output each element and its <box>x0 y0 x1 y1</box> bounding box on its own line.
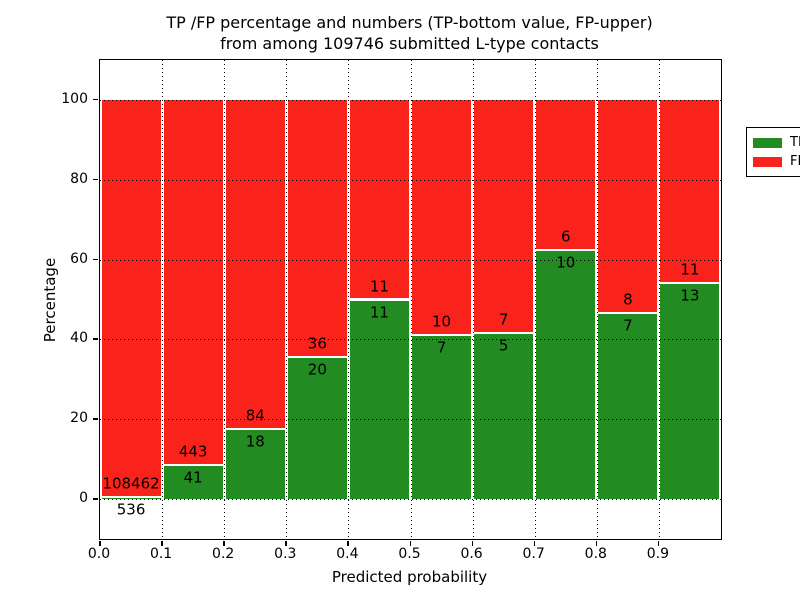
fp-bar-segment <box>163 99 223 466</box>
fp-count-label: 443 <box>178 442 208 461</box>
y-tick-mark <box>93 178 98 181</box>
x-tick-mark <box>533 540 536 546</box>
x-tick-label: 0.2 <box>212 546 235 562</box>
tp-count-label: 7 <box>436 338 447 357</box>
y-tick-label: 0 <box>79 490 88 507</box>
tp-count-label: 5 <box>498 336 509 355</box>
x-tick-label: 0.4 <box>336 546 359 562</box>
tp-count-label: 13 <box>680 286 700 305</box>
x-tick-mark <box>471 540 474 546</box>
vertical-gridline <box>348 60 350 539</box>
fp-count-label: 6 <box>560 227 571 246</box>
x-tick-mark <box>99 540 101 546</box>
legend-entry-tp: TP <box>753 133 800 152</box>
fp-bar-segment <box>412 99 472 335</box>
x-tick-mark <box>223 540 225 546</box>
fp-bar-segment <box>660 99 720 283</box>
x-tick-mark <box>657 540 660 546</box>
tp-bar-segment <box>660 282 720 500</box>
tp-bar-segment <box>474 332 534 500</box>
fp-count-label: 7 <box>498 310 509 329</box>
fp-bar-segment <box>474 99 534 333</box>
tp-count-label: 7 <box>623 316 633 335</box>
y-tick-mark <box>93 338 98 340</box>
tp-bar-segment <box>349 299 409 500</box>
x-tick-label: 0.5 <box>398 546 421 562</box>
x-tick-label: 0.6 <box>460 546 483 562</box>
x-tick-mark <box>285 540 287 546</box>
vertical-gridline <box>410 60 412 539</box>
y-tick-mark <box>93 98 98 101</box>
fp-count-label: 11 <box>680 260 700 279</box>
x-tick-label: 0.9 <box>646 546 670 562</box>
chart-title-line2: from among 109746 submitted L-type conta… <box>220 34 599 53</box>
vertical-gridline <box>534 60 536 539</box>
tp-bar-segment <box>101 497 161 500</box>
x-tick-label: 0.7 <box>522 546 545 562</box>
tp-count-label: 41 <box>183 468 203 487</box>
vertical-gridline <box>472 60 474 539</box>
vertical-gridline <box>162 60 164 539</box>
fp-bar-segment <box>349 99 409 300</box>
tp-bar-segment <box>287 356 347 500</box>
x-tick-label: 0.0 <box>87 546 111 562</box>
y-tick-mark <box>93 418 98 420</box>
y-tick-label: 20 <box>70 410 88 427</box>
vertical-gridline <box>286 60 288 539</box>
tp-count-label: 11 <box>369 303 389 321</box>
tp-count-label: 536 <box>116 500 146 519</box>
x-tick-mark <box>161 540 163 546</box>
y-tick-label: 40 <box>70 330 88 347</box>
vertical-gridline <box>596 60 598 539</box>
tp-bar-segment <box>412 334 472 500</box>
fp-count-label: 84 <box>245 406 265 425</box>
y-tick-label: 80 <box>70 170 88 187</box>
tp-bar-segment <box>225 428 285 500</box>
fp-bar-segment <box>598 99 658 313</box>
y-tick-label: 100 <box>61 90 88 107</box>
chart-title: TP /FP percentage and numbers (TP-bottom… <box>99 12 720 54</box>
legend: TP FP <box>746 127 800 177</box>
fp-bar-segment <box>225 99 285 429</box>
tp-bar-segment <box>163 465 223 500</box>
x-tick-mark <box>347 540 349 546</box>
fp-color-swatch-icon <box>753 156 782 167</box>
y-tick-label: 60 <box>70 250 88 267</box>
tp-count-label: 18 <box>245 432 265 451</box>
fp-count-label: 8 <box>623 290 633 309</box>
vertical-gridline <box>224 60 226 539</box>
x-tick-label: 0.8 <box>584 546 607 562</box>
vertical-gridline <box>658 60 660 539</box>
fp-bar-segment <box>287 99 347 357</box>
y-tick-mark <box>93 258 98 261</box>
fp-bar-segment <box>536 99 596 250</box>
plot-axes: 108462 536 443 41 84 18 36 20 11 11 10 7 7 5 6 10 8 7 11 13… <box>99 59 800 540</box>
tp-count-label: 10 <box>556 253 576 272</box>
tp-color-swatch-icon <box>753 137 782 148</box>
x-tick-mark <box>595 540 598 546</box>
legend-label-tp: TP <box>790 135 800 150</box>
fp-count-label: 10 <box>432 312 452 331</box>
legend-entry-fp: FP <box>753 152 800 171</box>
y-tick-mark <box>93 498 98 500</box>
x-tick-label: 0.3 <box>274 546 297 562</box>
fp-count-label: 11 <box>369 277 389 295</box>
fp-bar-segment <box>101 99 161 498</box>
x-axis-label: Predicted probability <box>331 568 488 586</box>
chart-title-line1: TP /FP percentage and numbers (TP-bottom… <box>166 13 653 32</box>
tp-bar-segment <box>598 312 658 500</box>
plot-area: 108462 536 443 41 84 18 36 20 11 11 10 7 7 5 6 10 8 7 11 13 <box>100 60 721 539</box>
fp-count-label: 36 <box>307 334 327 353</box>
y-axis-label: Percentage <box>41 257 59 343</box>
x-tick-mark <box>409 540 411 546</box>
legend-label-fp: FP <box>790 154 800 169</box>
tp-count-label: 20 <box>307 360 327 379</box>
tp-bar-segment <box>536 249 596 500</box>
fp-count-label: 108462 <box>102 474 160 493</box>
x-tick-label: 0.1 <box>149 546 173 562</box>
